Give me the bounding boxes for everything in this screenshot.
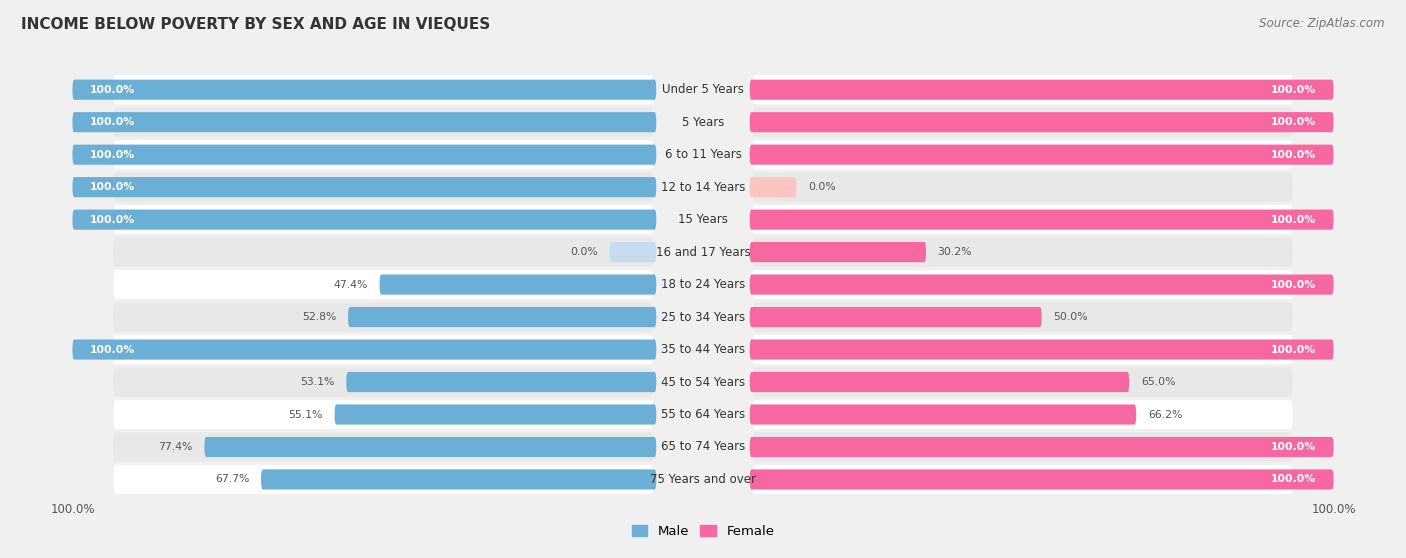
Text: 66.2%: 66.2% [1147, 410, 1182, 420]
FancyBboxPatch shape [346, 372, 657, 392]
FancyBboxPatch shape [749, 339, 1333, 359]
FancyBboxPatch shape [749, 177, 796, 197]
Text: 16 and 17 Years: 16 and 17 Years [655, 246, 751, 258]
FancyBboxPatch shape [114, 140, 654, 169]
Text: 53.1%: 53.1% [301, 377, 335, 387]
FancyBboxPatch shape [73, 177, 657, 197]
Text: 12 to 14 Years: 12 to 14 Years [661, 181, 745, 194]
Text: 100.0%: 100.0% [90, 344, 135, 354]
FancyBboxPatch shape [752, 465, 1292, 494]
Text: 100.0%: 100.0% [90, 150, 135, 160]
FancyBboxPatch shape [749, 469, 1333, 489]
FancyBboxPatch shape [749, 437, 1333, 457]
FancyBboxPatch shape [752, 238, 1292, 267]
FancyBboxPatch shape [114, 302, 654, 331]
FancyBboxPatch shape [749, 210, 1333, 230]
Text: 100.0%: 100.0% [1271, 474, 1316, 484]
FancyBboxPatch shape [752, 108, 1292, 137]
FancyBboxPatch shape [114, 238, 654, 267]
Text: 100.0%: 100.0% [1271, 442, 1316, 452]
FancyBboxPatch shape [749, 112, 1333, 132]
Text: 100.0%: 100.0% [1271, 344, 1316, 354]
FancyBboxPatch shape [749, 275, 1333, 295]
Text: 52.8%: 52.8% [302, 312, 336, 322]
FancyBboxPatch shape [752, 335, 1292, 364]
FancyBboxPatch shape [114, 205, 654, 234]
Text: 100.0%: 100.0% [1271, 280, 1316, 290]
FancyBboxPatch shape [73, 145, 657, 165]
Legend: Male, Female: Male, Female [626, 520, 780, 543]
Text: 100.0%: 100.0% [1271, 150, 1316, 160]
Text: 65.0%: 65.0% [1140, 377, 1175, 387]
FancyBboxPatch shape [73, 339, 657, 359]
Text: 100.0%: 100.0% [1271, 85, 1316, 95]
FancyBboxPatch shape [752, 302, 1292, 331]
FancyBboxPatch shape [749, 405, 1136, 425]
Text: 0.0%: 0.0% [571, 247, 598, 257]
Text: 65 to 74 Years: 65 to 74 Years [661, 440, 745, 454]
FancyBboxPatch shape [752, 140, 1292, 169]
FancyBboxPatch shape [114, 400, 654, 429]
FancyBboxPatch shape [114, 335, 654, 364]
Text: 55.1%: 55.1% [288, 410, 323, 420]
FancyBboxPatch shape [752, 205, 1292, 234]
FancyBboxPatch shape [752, 270, 1292, 299]
Text: 67.7%: 67.7% [215, 474, 249, 484]
Text: 30.2%: 30.2% [938, 247, 972, 257]
Text: INCOME BELOW POVERTY BY SEX AND AGE IN VIEQUES: INCOME BELOW POVERTY BY SEX AND AGE IN V… [21, 17, 491, 32]
FancyBboxPatch shape [752, 400, 1292, 429]
FancyBboxPatch shape [749, 242, 927, 262]
Text: 100.0%: 100.0% [1271, 215, 1316, 225]
FancyBboxPatch shape [204, 437, 657, 457]
Text: 100.0%: 100.0% [51, 503, 94, 516]
FancyBboxPatch shape [380, 275, 657, 295]
Text: Under 5 Years: Under 5 Years [662, 83, 744, 96]
FancyBboxPatch shape [749, 80, 1333, 100]
FancyBboxPatch shape [73, 80, 657, 100]
FancyBboxPatch shape [752, 367, 1292, 397]
Text: 100.0%: 100.0% [90, 215, 135, 225]
Text: 6 to 11 Years: 6 to 11 Years [665, 148, 741, 161]
Text: 35 to 44 Years: 35 to 44 Years [661, 343, 745, 356]
FancyBboxPatch shape [262, 469, 657, 489]
FancyBboxPatch shape [752, 75, 1292, 104]
FancyBboxPatch shape [349, 307, 657, 327]
Text: 55 to 64 Years: 55 to 64 Years [661, 408, 745, 421]
FancyBboxPatch shape [73, 210, 657, 230]
FancyBboxPatch shape [114, 75, 654, 104]
Text: 50.0%: 50.0% [1053, 312, 1088, 322]
Text: 100.0%: 100.0% [1312, 503, 1355, 516]
Text: 100.0%: 100.0% [90, 85, 135, 95]
Text: 0.0%: 0.0% [808, 182, 835, 192]
FancyBboxPatch shape [114, 465, 654, 494]
FancyBboxPatch shape [752, 432, 1292, 461]
FancyBboxPatch shape [114, 172, 654, 202]
FancyBboxPatch shape [73, 112, 657, 132]
FancyBboxPatch shape [610, 242, 657, 262]
FancyBboxPatch shape [114, 108, 654, 137]
Text: 75 Years and over: 75 Years and over [650, 473, 756, 486]
Text: 5 Years: 5 Years [682, 116, 724, 129]
FancyBboxPatch shape [335, 405, 657, 425]
Text: 100.0%: 100.0% [90, 117, 135, 127]
FancyBboxPatch shape [749, 372, 1129, 392]
Text: 18 to 24 Years: 18 to 24 Years [661, 278, 745, 291]
Text: 77.4%: 77.4% [159, 442, 193, 452]
FancyBboxPatch shape [114, 270, 654, 299]
FancyBboxPatch shape [114, 367, 654, 397]
FancyBboxPatch shape [114, 432, 654, 461]
Text: 100.0%: 100.0% [90, 182, 135, 192]
Text: 15 Years: 15 Years [678, 213, 728, 226]
Text: 100.0%: 100.0% [1271, 117, 1316, 127]
FancyBboxPatch shape [749, 307, 1042, 327]
Text: 47.4%: 47.4% [333, 280, 368, 290]
FancyBboxPatch shape [752, 172, 1292, 202]
FancyBboxPatch shape [749, 145, 1333, 165]
Text: 25 to 34 Years: 25 to 34 Years [661, 311, 745, 324]
Text: 45 to 54 Years: 45 to 54 Years [661, 376, 745, 388]
Text: Source: ZipAtlas.com: Source: ZipAtlas.com [1260, 17, 1385, 30]
